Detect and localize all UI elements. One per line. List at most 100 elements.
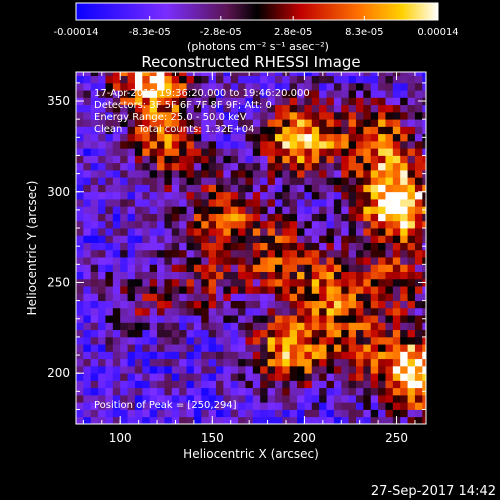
heatmap-cell [245,235,254,243]
heatmap-cell [134,162,143,171]
heatmap-cell [363,329,372,338]
heatmap-cell [282,358,291,367]
heatmap-cell [223,278,232,287]
heatmap-cell [370,329,379,338]
heatmap-cell [83,162,92,171]
heatmap-cell [414,358,423,367]
heatmap-cell [76,140,84,149]
heatmap-cell [400,336,408,345]
heatmap-cell [164,75,173,84]
heatmap-cell [348,199,357,207]
heatmap-cell [422,264,426,272]
heatmap-cell [186,242,195,251]
heatmap-cell [304,358,313,367]
heatmap-cell [304,380,313,389]
heatmap-cell [105,206,114,214]
heatmap-cell [341,293,350,302]
heatmap-cell [98,148,106,156]
heatmap-cell [422,344,426,352]
heatmap-cell [267,329,276,338]
heatmap-cell [297,278,305,287]
heatmap-cell [407,133,416,142]
heatmap-cell [297,336,305,345]
heatmap-cell [252,271,261,280]
heatmap-cell [157,322,165,331]
heatmap-cell [120,249,128,258]
heatmap-cell [282,300,291,309]
heatmap-cell [105,387,114,396]
heatmap-cell [90,184,99,193]
heatmap-cell [186,278,195,287]
heatmap-cell [260,213,268,222]
heatmap-cell [348,300,357,309]
heatmap-cell [105,409,114,418]
heatmap-cell [311,199,320,207]
heatmap-cell [149,315,158,323]
heatmap-cell [76,394,84,403]
heatmap-cell [341,228,350,236]
heatmap-cell [149,72,158,77]
heatmap-cell [392,307,401,316]
heatmap-cell [326,104,335,113]
heatmap-cell [326,365,335,374]
heatmap-cell [356,220,364,229]
heatmap-cell [333,184,342,193]
heatmap-cell [216,365,224,374]
heatmap-cell [223,97,232,106]
heatmap-cell [348,351,357,360]
heatmap-cell [356,104,364,113]
heatmap-cell [157,394,165,403]
heatmap-cell [348,380,357,389]
heatmap-cell [186,90,195,98]
heatmap-cell [385,293,394,302]
heatmap-cell [414,373,423,381]
heatmap-cell [142,140,151,149]
heatmap-cell [385,394,394,403]
heatmap-cell [105,169,114,178]
heatmap-cell [260,148,268,156]
heatmap-cell [90,220,99,229]
heatmap-cell [230,322,239,331]
heatmap-cell [311,387,320,396]
heatmap-cell [304,111,313,120]
heatmap-cell [134,126,143,135]
heatmap-cell [274,184,283,193]
heatmap-cell [171,126,180,135]
heatmap-cell [333,315,342,323]
heatmap-cell [76,148,84,156]
heatmap-cell [407,322,416,331]
heatmap-cell [414,169,423,178]
heatmap-cell [193,104,202,113]
heatmap-cell [378,242,386,251]
heatmap-cell [326,387,335,396]
heatmap-cell [400,97,408,106]
heatmap-cell [245,82,254,91]
heatmap-cell [149,387,158,396]
heatmap-cell [385,199,394,207]
heatmap-cell [400,169,408,178]
heatmap-cell [260,228,268,236]
heatmap-cell [179,358,187,367]
heatmap-cell [341,387,350,396]
heatmap-cell [98,155,106,164]
heatmap-cell [252,373,261,381]
heatmap-cell [311,75,320,84]
heatmap-cell [120,257,128,265]
heatmap-cell [363,126,372,135]
heatmap-cell [267,358,276,367]
heatmap-cell [267,75,276,84]
heatmap-cell [238,126,246,135]
heatmap-cell [201,177,210,185]
heatmap-cell [223,365,232,374]
heatmap-cell [370,213,379,222]
heatmap-cell [333,394,342,403]
heatmap-cell [319,387,327,396]
heatmap-cell [282,148,291,156]
heatmap-cell [319,90,327,98]
heatmap-cell [341,140,350,149]
heatmap-cell [230,336,239,345]
heatmap-cell [252,249,261,258]
heatmap-cell [407,82,416,91]
heatmap-cell [149,126,158,135]
heatmap-cell [385,72,394,77]
